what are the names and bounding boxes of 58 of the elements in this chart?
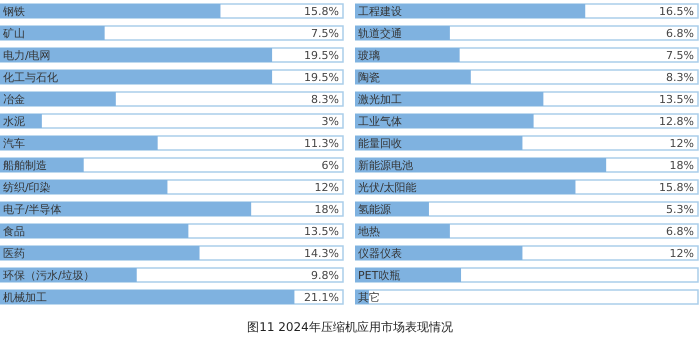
y-tick-label: 陶瓷	[358, 71, 380, 84]
y-tick-label: 玻璃	[358, 49, 380, 62]
y-tick-label: 其它	[358, 291, 380, 304]
y-tick-label: 工业气体	[358, 115, 402, 128]
data-label: 5.3%	[666, 203, 694, 216]
y-tick-label: 矿山	[2, 27, 25, 40]
text: 图11 2024年压缩机应用市场表现情况	[246, 319, 454, 336]
data-label: 6.8%	[666, 225, 694, 238]
bar	[355, 48, 460, 62]
data-label: 18%	[670, 159, 694, 172]
data-label: 6.8%	[666, 27, 694, 40]
bar	[355, 224, 450, 238]
data-label: 9.8%	[311, 269, 339, 282]
y-tick-label: 能量回收	[358, 137, 402, 150]
y-tick-label: 医药	[3, 247, 25, 260]
y-tick-label: 激光加工	[358, 93, 402, 106]
data-label: 13.5%	[659, 93, 694, 106]
y-tick-label: 电力/电网	[3, 49, 51, 62]
data-label: 14.3%	[304, 247, 339, 260]
data-label: 19.5%	[304, 71, 339, 84]
y-tick-label: 轨道交通	[358, 27, 402, 40]
data-label: 7.5%	[311, 27, 339, 40]
y-tick-label: 钢铁	[2, 5, 25, 18]
y-tick-label: 纺织/印染	[3, 181, 51, 194]
data-label: 12.8%	[659, 115, 694, 128]
data-label: 18%	[314, 203, 339, 216]
y-tick-label: 机械加工	[3, 291, 47, 304]
data-label: 6%	[322, 159, 339, 172]
data-label: 21.1%	[304, 291, 339, 304]
data-label: 3%	[322, 115, 339, 128]
y-tick-label: 工程建设	[358, 5, 402, 18]
y-tick-label: 汽车	[3, 137, 25, 150]
data-label: 15.8%	[304, 5, 339, 18]
y-tick-label: 化工与石化	[3, 71, 58, 84]
y-tick-label: 电子/半导体	[3, 203, 62, 216]
y-tick-label: 光伏/太阳能	[358, 181, 417, 194]
bar	[0, 26, 105, 40]
y-tick-label: 氢能源	[358, 203, 391, 216]
y-tick-label: 冶金	[3, 93, 25, 106]
y-tick-label: 环保（污水/垃圾）	[3, 269, 95, 282]
data-label: 13.5%	[304, 225, 339, 238]
y-tick-label: 食品	[3, 225, 25, 238]
data-label: 15.8%	[659, 181, 694, 194]
y-tick-label: 新能源电池	[358, 159, 413, 172]
y-tick-label: 船舶制造	[3, 159, 47, 172]
data-label: 16.5%	[659, 5, 694, 18]
data-label: 8.3%	[666, 71, 694, 84]
data-label: 12%	[670, 137, 694, 150]
y-tick-label: 水泥	[3, 115, 25, 128]
data-label: 12%	[314, 181, 339, 194]
data-label: 8.3%	[311, 93, 339, 106]
data-label: 11.3%	[304, 137, 339, 150]
y-tick-label: PET吹瓶	[358, 269, 400, 282]
data-label: 7.5%	[666, 49, 694, 62]
y-tick-label: 地热	[357, 225, 380, 238]
data-label: 12%	[670, 247, 694, 260]
data-label: 19.5%	[304, 49, 339, 62]
y-tick-label: 仪器仪表	[358, 247, 402, 260]
